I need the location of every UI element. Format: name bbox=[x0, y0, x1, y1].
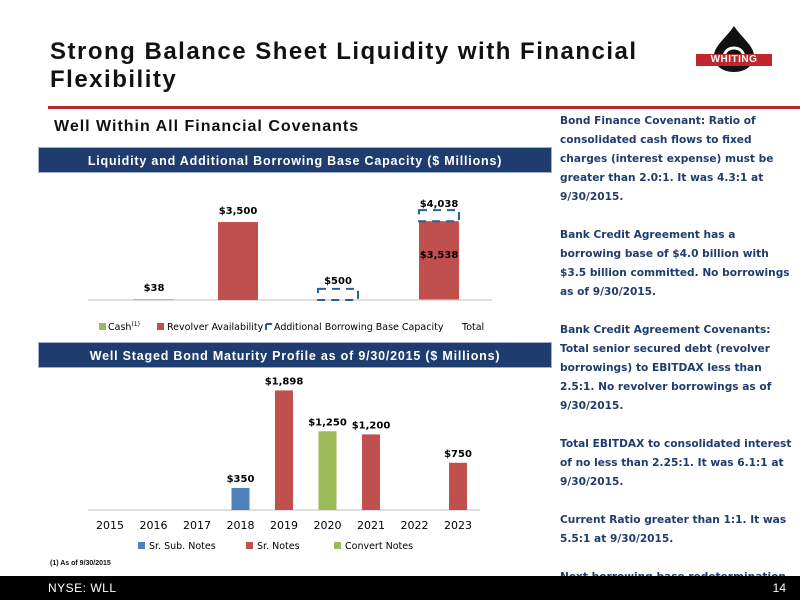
legend-swatch-sub-notes bbox=[138, 542, 145, 549]
logo-wordmark: WHITING bbox=[696, 54, 772, 66]
tick-2019: 2019 bbox=[270, 519, 298, 532]
bar-total-cash bbox=[419, 299, 459, 300]
bar-2021 bbox=[362, 434, 380, 510]
legend-swatch-sr-notes bbox=[246, 542, 253, 549]
note-bond-covenant: Bond Finance Covenant: Ratio of consolid… bbox=[560, 115, 774, 203]
note-ebitdax-interest: Total EBITDAX to consolidated interest o… bbox=[560, 438, 792, 488]
legend-sr-notes: Sr. Notes bbox=[257, 541, 300, 552]
note-current-ratio: Current Ratio greater than 1:1. It was 5… bbox=[560, 514, 787, 545]
tick-2018: 2018 bbox=[227, 519, 255, 532]
bar-cash bbox=[134, 299, 174, 300]
company-logo: WHITING bbox=[696, 24, 772, 80]
label-total-revolver: $3,538 bbox=[420, 250, 459, 261]
liquidity-chart: $38 $3,500 $500 $4,038 $3,538 Cash(1) Re… bbox=[88, 199, 492, 333]
bar-2023 bbox=[449, 462, 467, 510]
label-total: $4,038 bbox=[420, 199, 459, 210]
label-capacity: $500 bbox=[324, 276, 352, 287]
tick-2017: 2017 bbox=[183, 519, 211, 532]
liquidity-chart-banner: Liquidity and Additional Borrowing Base … bbox=[38, 147, 552, 173]
legend-capacity: Additional Borrowing Base Capacity bbox=[274, 322, 444, 333]
label-cash: $38 bbox=[144, 283, 165, 294]
page-title: Strong Balance Sheet Liquidity with Fina… bbox=[50, 38, 690, 94]
label-2020: $1,250 bbox=[308, 417, 347, 428]
tick-2022: 2022 bbox=[401, 519, 429, 532]
tick-2020: 2020 bbox=[314, 519, 342, 532]
bar-2019 bbox=[275, 390, 293, 510]
legend-total: Total bbox=[461, 322, 484, 333]
section-subtitle: Well Within All Financial Covenants bbox=[54, 118, 360, 135]
bar-total-capacity bbox=[418, 209, 460, 223]
note-bank-covenants: Bank Credit Agreement Covenants: Total s… bbox=[560, 324, 772, 412]
tick-2023: 2023 bbox=[444, 519, 472, 532]
tick-2016: 2016 bbox=[140, 519, 168, 532]
legend-cash: Cash(1) bbox=[108, 321, 140, 333]
legend-swatch-capacity bbox=[265, 323, 272, 330]
label-2019: $1,898 bbox=[265, 376, 304, 387]
header-divider bbox=[48, 106, 800, 109]
label-revolver: $3,500 bbox=[219, 206, 258, 217]
legend-sub-notes: Sr. Sub. Notes bbox=[149, 541, 216, 552]
legend-swatch-cash bbox=[99, 323, 106, 330]
tick-2021: 2021 bbox=[357, 519, 385, 532]
legend-swatch-revolver bbox=[157, 323, 164, 330]
bar-total-revolver bbox=[419, 221, 459, 300]
footer-bar: NYSE: WLL 14 bbox=[0, 576, 800, 600]
maturity-chart-banner: Well Staged Bond Maturity Profile as of … bbox=[38, 342, 552, 368]
maturity-chart: $350 $1,898 $1,250 $1,200 $750 2015 2016 2017 2… bbox=[88, 376, 480, 552]
covenant-notes: Bond Finance Covenant: Ratio of consolid… bbox=[560, 112, 792, 600]
bar-additional-capacity bbox=[317, 287, 359, 302]
bar-revolver-availability bbox=[218, 222, 258, 300]
bar-2018 bbox=[231, 487, 250, 510]
title-line-2: Flexibility bbox=[50, 66, 178, 93]
legend-swatch-convert-notes bbox=[334, 542, 341, 549]
footnote: (1) As of 9/30/2015 bbox=[50, 560, 111, 567]
legend-convert-notes: Convert Notes bbox=[345, 541, 413, 552]
label-2018: $350 bbox=[227, 474, 255, 485]
title-line-1: Strong Balance Sheet Liquidity with Fina… bbox=[50, 38, 638, 65]
drop-logo-icon bbox=[714, 26, 754, 72]
label-2023: $750 bbox=[444, 449, 472, 460]
tick-2015: 2015 bbox=[96, 519, 124, 532]
ticker: NYSE: WLL bbox=[48, 581, 117, 595]
label-2021: $1,200 bbox=[352, 420, 391, 431]
bar-2020 bbox=[318, 431, 337, 510]
page-number: 14 bbox=[772, 581, 786, 595]
note-borrowing-base: Bank Credit Agreement has a borrowing ba… bbox=[560, 229, 790, 298]
legend-revolver: Revolver Availability bbox=[167, 322, 264, 333]
